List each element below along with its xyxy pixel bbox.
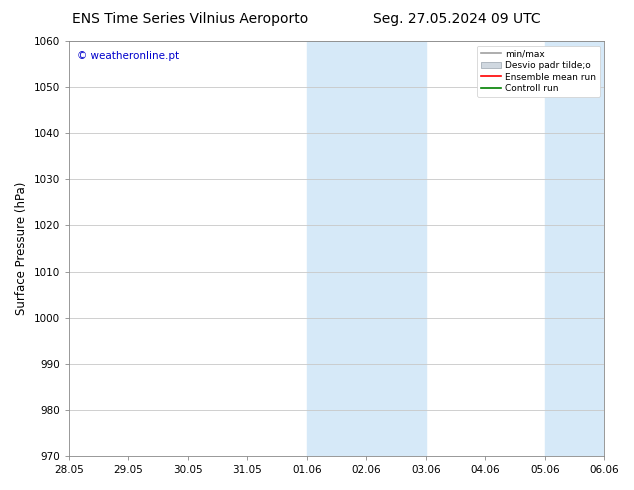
Text: © weatheronline.pt: © weatheronline.pt xyxy=(77,51,179,61)
Text: ENS Time Series Vilnius Aeroporto: ENS Time Series Vilnius Aeroporto xyxy=(72,12,308,26)
Bar xyxy=(545,41,604,456)
Legend: min/max, Desvio padr tilde;o, Ensemble mean run, Controll run: min/max, Desvio padr tilde;o, Ensemble m… xyxy=(477,46,600,97)
Y-axis label: Surface Pressure (hPa): Surface Pressure (hPa) xyxy=(15,182,28,315)
Text: Seg. 27.05.2024 09 UTC: Seg. 27.05.2024 09 UTC xyxy=(373,12,540,26)
Bar xyxy=(307,41,426,456)
